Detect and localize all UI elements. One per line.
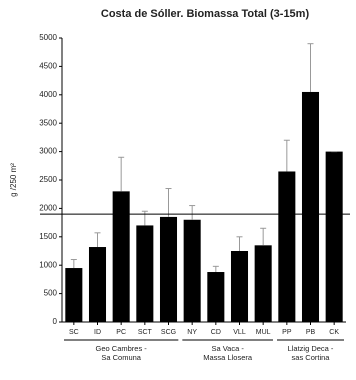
bar	[207, 272, 225, 322]
y-tick-label: 1500	[39, 232, 57, 241]
bar	[301, 91, 320, 323]
y-tick-label: 4000	[39, 90, 57, 99]
bar	[88, 247, 107, 322]
bar	[278, 171, 296, 322]
y-tick-label: 500	[44, 289, 58, 298]
bar	[65, 268, 83, 322]
group-label: Llatzig Deca -	[288, 344, 334, 353]
bar	[325, 151, 343, 322]
group-label: Geo Cambres -	[96, 344, 148, 353]
y-tick-label: 2500	[39, 175, 57, 184]
bar	[183, 219, 201, 322]
bar	[254, 245, 272, 322]
x-tick-label: PC	[116, 329, 126, 336]
y-tick-label: 4500	[39, 62, 57, 71]
x-tick-label: NY	[187, 329, 197, 336]
group-label: Sa Comuna	[101, 353, 141, 362]
x-tick-label: PB	[306, 329, 316, 336]
y-tick-label: 0	[53, 317, 58, 326]
x-tick-label: SCT	[138, 329, 153, 336]
x-tick-label: PP	[282, 329, 292, 336]
y-tick-label: 1000	[39, 260, 57, 269]
bar	[159, 216, 178, 322]
x-tick-label: CK	[329, 329, 339, 336]
bar	[136, 225, 154, 322]
bar	[230, 251, 249, 322]
group-label: sas Cortina	[292, 353, 331, 362]
x-tick-label: MUL	[256, 329, 271, 336]
chart-title: Costa de Sóller. Biomassa Total (3-15m)	[101, 8, 310, 20]
x-tick-label: ID	[94, 329, 101, 336]
x-tick-label: VLL	[233, 329, 246, 336]
x-tick-label: SCG	[161, 329, 176, 336]
group-label: Massa Llosera	[203, 353, 253, 362]
y-tick-label: 3500	[39, 118, 57, 127]
y-tick-label: 3000	[39, 147, 57, 156]
y-axis-label: g /250 m²	[9, 163, 18, 197]
y-tick-label: 2000	[39, 204, 57, 213]
x-tick-label: SC	[69, 329, 79, 336]
x-tick-label: CD	[211, 329, 221, 336]
y-tick-label: 5000	[39, 33, 57, 42]
bar	[112, 191, 130, 322]
group-label: Sa Vaca -	[211, 344, 244, 353]
